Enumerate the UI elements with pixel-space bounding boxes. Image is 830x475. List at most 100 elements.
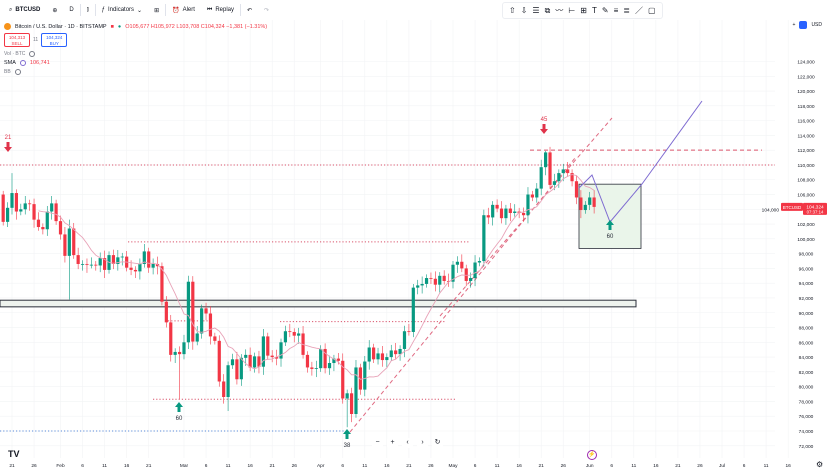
candle-body: [579, 197, 583, 211]
add-button[interactable]: +: [792, 22, 796, 28]
scroll-left-button[interactable]: ‹: [402, 438, 413, 448]
channel-icon[interactable]: ≣: [623, 6, 630, 15]
candle-body: [521, 212, 526, 216]
candle-body: [54, 203, 58, 222]
candle: [513, 204, 517, 217]
sma-line: [38, 174, 595, 380]
candle: [583, 201, 587, 214]
candle-body: [204, 308, 208, 314]
candle-body: [385, 357, 389, 361]
trend-line-icon[interactable]: ／: [634, 6, 643, 15]
tradingview-logo[interactable]: TV: [8, 449, 20, 459]
lock-scale-icon[interactable]: [799, 21, 808, 29]
price-tick-label: 82,000: [799, 370, 814, 376]
settings-icon[interactable]: ⚙: [816, 460, 824, 469]
templates-button[interactable]: ⊞: [148, 2, 165, 18]
reset-chart-button[interactable]: ↻: [432, 438, 443, 448]
arrow-down-icon[interactable]: ⇩: [520, 6, 528, 15]
candle-body: [226, 365, 230, 398]
candle-body: [561, 169, 565, 174]
candle-body: [257, 356, 261, 367]
volume-indicator[interactable]: Vol · BTC: [4, 49, 267, 58]
candle: [354, 360, 358, 418]
candle-body: [155, 263, 160, 267]
scroll-right-button[interactable]: ›: [417, 438, 428, 448]
candle: [257, 350, 261, 374]
path-icon[interactable]: 〰: [555, 6, 564, 15]
sell-button[interactable]: 104,313 SELL: [4, 33, 30, 47]
date-range-icon[interactable]: ⊢: [568, 6, 576, 15]
candle: [98, 252, 102, 273]
candle-body: [592, 197, 596, 207]
time-tick-label: May: [448, 463, 458, 469]
candle: [367, 340, 371, 370]
candle: [191, 276, 195, 350]
candle-body: [129, 267, 133, 270]
candle: [120, 252, 124, 266]
undo-icon: ↶: [247, 7, 253, 14]
eye-icon[interactable]: [29, 50, 36, 57]
candle-body: [389, 350, 393, 358]
candle-body: [173, 351, 177, 355]
market-status-icon: ●: [117, 23, 122, 30]
zoom-out-button[interactable]: −: [372, 438, 383, 448]
arrow-label: 38: [344, 443, 351, 449]
target-box: [578, 183, 642, 249]
brush-icon[interactable]: ✎: [601, 6, 609, 15]
bitcoin-icon: [4, 23, 11, 30]
horizontal-lines-icon[interactable]: ☰: [532, 6, 540, 15]
candle: [442, 270, 446, 285]
candle: [230, 353, 235, 369]
bb-indicator[interactable]: BB: [4, 67, 267, 76]
candle: [186, 275, 190, 349]
time-tick-label: 21: [406, 463, 412, 469]
price-tick-label: 100,000: [797, 237, 815, 243]
indicators-button[interactable]: ƒ Indicators ⌄: [101, 7, 143, 14]
time-tick-label: 16: [785, 463, 791, 469]
candle-body: [327, 363, 332, 369]
candle-body: [10, 193, 14, 208]
undo-button[interactable]: ↶: [241, 2, 258, 18]
search-icon: ⌕: [9, 6, 13, 13]
text-icon[interactable]: T: [591, 6, 597, 15]
candle-body: [270, 355, 274, 358]
time-tick-label: Apr: [317, 463, 325, 469]
replay-button[interactable]: ⏮ Replay: [206, 6, 235, 14]
price-range-icon[interactable]: ⊞: [580, 6, 587, 15]
eye-icon[interactable]: [14, 68, 21, 75]
candle-body: [164, 301, 168, 323]
symbol-search[interactable]: ⌕ BTCUSD: [9, 6, 41, 14]
candle: [508, 203, 512, 222]
zoom-in-button[interactable]: +: [387, 438, 398, 448]
sma-indicator[interactable]: SMA 106,741: [4, 59, 50, 66]
redo-button[interactable]: ↷: [258, 2, 275, 18]
candle-body: [394, 350, 398, 355]
chart-type-button[interactable]: ⫾: [81, 2, 95, 18]
buy-button[interactable]: 104,324 BUY: [41, 33, 68, 47]
lightning-icon[interactable]: ⚡: [587, 450, 597, 460]
interval-button[interactable]: D: [69, 7, 74, 13]
candle-body: [94, 264, 98, 266]
candle: [407, 323, 411, 336]
eye-icon[interactable]: [19, 59, 26, 66]
currency-label[interactable]: USD: [811, 22, 822, 28]
price-tick-label: 90,000: [799, 311, 814, 317]
arrow-up-icon[interactable]: ⇧: [509, 6, 516, 15]
price-tick-label: 92,000: [799, 296, 814, 302]
candle: [592, 190, 596, 214]
compare-button[interactable]: ⊕: [46, 2, 63, 18]
fib-icon[interactable]: ≡: [613, 6, 619, 15]
candle-body: [574, 181, 579, 198]
candle-body: [292, 331, 296, 336]
candle-body: [41, 227, 45, 230]
arrow-down-icon: [4, 142, 12, 152]
pattern-icon[interactable]: ⧉: [544, 5, 551, 15]
price-tick-label: 86,000: [799, 340, 814, 346]
time-tick-label: 16: [247, 463, 253, 469]
time-tick-label: 11: [102, 463, 107, 469]
rectangle-icon[interactable]: ▢: [647, 6, 656, 15]
price-tick-label: 114,000: [798, 133, 815, 139]
alert-button[interactable]: ⏰ Alert: [172, 7, 195, 14]
candle-body: [477, 261, 482, 263]
